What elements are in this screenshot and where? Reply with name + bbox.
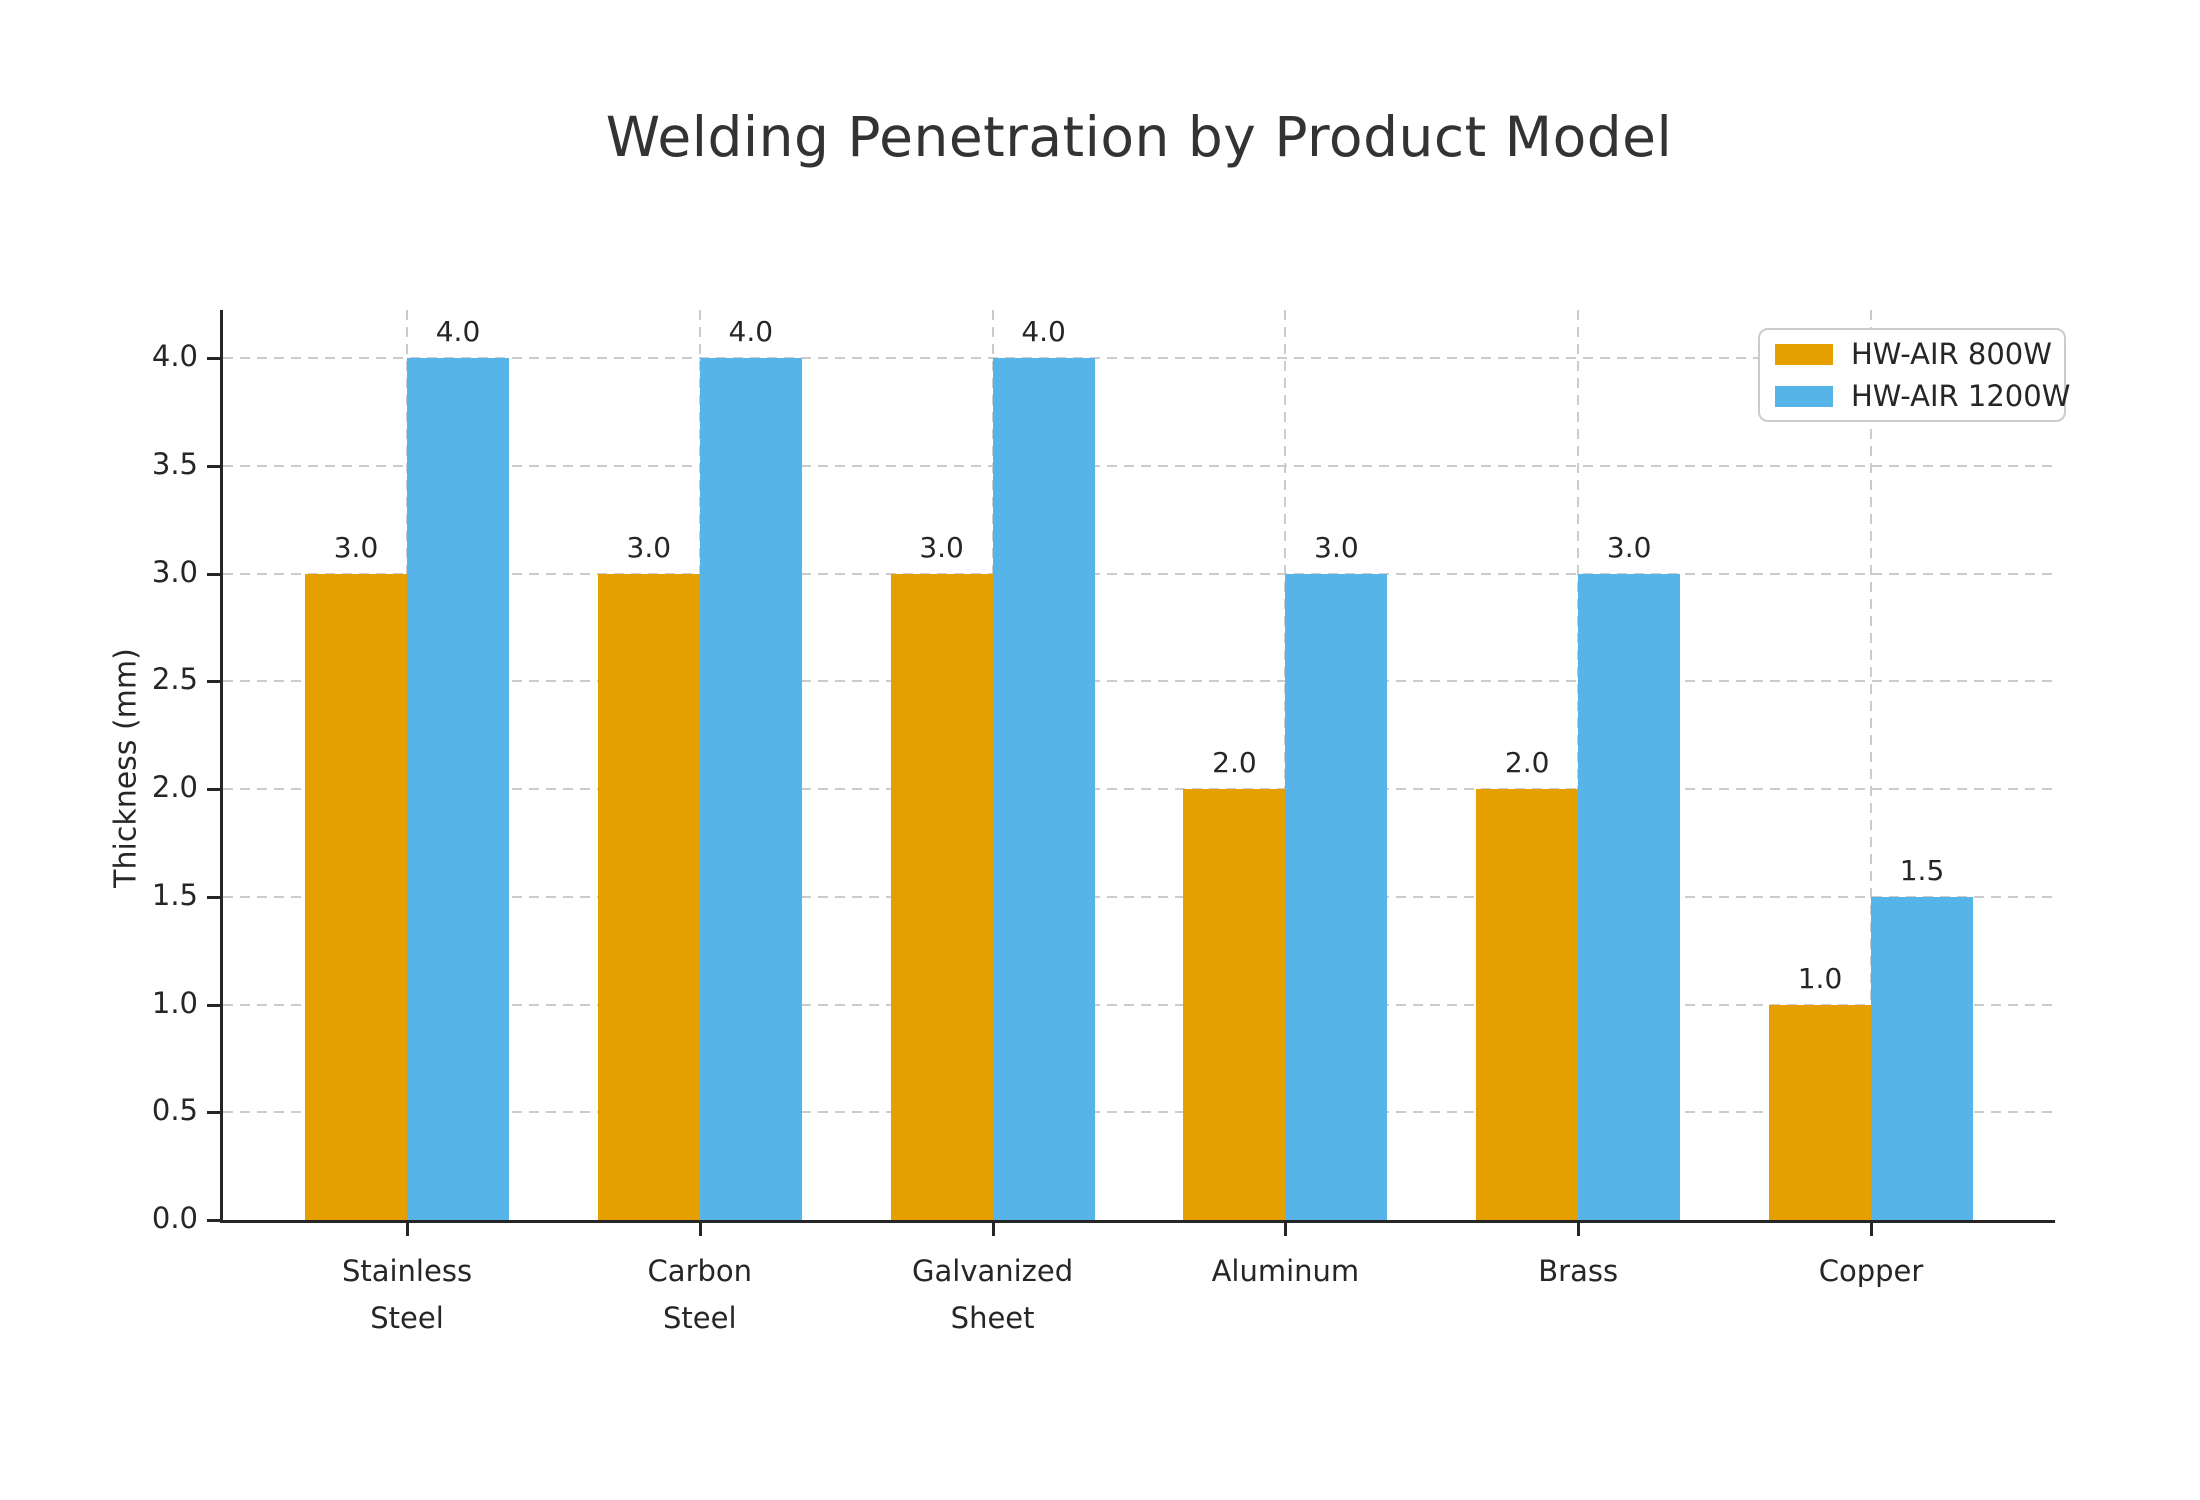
- gridline-horizontal: [223, 572, 2055, 575]
- y-tick-mark: [207, 1219, 220, 1222]
- y-tick-mark: [207, 572, 220, 576]
- bar-value-label: 3.0: [919, 530, 964, 564]
- legend: HW-AIR 800W HW-AIR 1200W: [1758, 328, 2070, 422]
- bar-hw-air-800w: [1183, 789, 1286, 1220]
- bar-value-label: 3.0: [333, 530, 379, 564]
- bar-hw-air-800w: [305, 573, 407, 1220]
- y-tick-label: 0.0: [151, 1201, 198, 1235]
- chart-title: Welding Penetration by Product Model: [605, 105, 1673, 169]
- bar-hw-air-1200w: [1578, 573, 1681, 1220]
- y-tick-mark: [207, 895, 220, 899]
- bar-hw-air-800w: [890, 573, 993, 1220]
- legend-label-series-2: HW-AIR 1200W: [1851, 379, 2071, 413]
- bar-hw-air-1200w: [699, 358, 802, 1220]
- bar-hw-air-1200w: [407, 358, 509, 1220]
- gridline-horizontal: [223, 788, 2055, 790]
- y-tick-label: 2.5: [151, 662, 198, 697]
- x-tick-mark: [1870, 1223, 1873, 1236]
- y-tick-label: 3.0: [151, 554, 198, 589]
- y-tick-mark: [207, 680, 220, 684]
- y-tick-label: 4.0: [151, 339, 198, 373]
- y-tick-mark: [207, 464, 220, 468]
- bar-value-label: 1.5: [1899, 853, 1945, 887]
- y-tick-label: 2.0: [151, 770, 198, 804]
- bar-hw-air-800w: [597, 573, 700, 1220]
- gridline-horizontal: [223, 1003, 2055, 1006]
- bar-value-label: 3.0: [1606, 530, 1652, 564]
- y-tick-label: 3.5: [151, 446, 198, 481]
- legend-swatch-series-2: [1775, 385, 1833, 407]
- gridline-horizontal: [223, 357, 2055, 359]
- gridline-horizontal: [223, 464, 2055, 467]
- gridline-horizontal: [223, 680, 2055, 683]
- y-tick-mark: [207, 1111, 220, 1115]
- bar-value-label: 4.0: [435, 315, 481, 348]
- y-tick-mark: [207, 357, 220, 360]
- bar-hw-air-1200w: [992, 358, 1095, 1220]
- x-tick-mark: [1284, 1223, 1288, 1236]
- x-tick-mark: [991, 1223, 995, 1236]
- x-tick-label: Carbon Steel: [647, 1254, 753, 1335]
- y-tick-label: 1.5: [151, 877, 198, 912]
- y-tick-mark: [207, 1003, 220, 1007]
- x-tick-label: Stainless Steel: [341, 1254, 473, 1335]
- bar-value-label: 2.0: [1212, 746, 1257, 779]
- x-tick-label: Copper: [1818, 1254, 1924, 1288]
- x-tick-label: Aluminum: [1211, 1254, 1360, 1288]
- x-tick-label: Galvanized Sheet: [912, 1254, 1074, 1335]
- bar-value-label: 4.0: [728, 315, 774, 348]
- legend-label-series-1: HW-AIR 800W: [1851, 337, 2052, 371]
- gridline-horizontal: [223, 1111, 2055, 1114]
- gridline-horizontal: [223, 895, 2055, 898]
- x-tick-mark: [406, 1223, 409, 1236]
- x-axis-spine: [220, 1220, 2055, 1223]
- bar-hw-air-800w: [1476, 789, 1579, 1220]
- bar-value-label: 4.0: [1021, 315, 1066, 348]
- x-tick-label: Brass: [1538, 1254, 1619, 1288]
- gridline-vertical: [1870, 310, 1872, 1220]
- y-axis-spine: [220, 310, 223, 1223]
- bar-value-label: 2.0: [1504, 746, 1550, 779]
- legend-item: HW-AIR 800W: [1775, 337, 2064, 371]
- plot-area: 3.0 3.0 3.0 2.0 2.0 1.0 4.0 4.0 4.0 3.0 3.0 1.5: [223, 310, 2055, 1220]
- bar-hw-air-800w: [1769, 1004, 1871, 1220]
- x-tick-mark: [1577, 1223, 1581, 1236]
- y-tick-label: 0.5: [151, 1093, 198, 1128]
- bar-hw-air-1200w: [1871, 896, 1973, 1220]
- x-tick-mark: [698, 1223, 702, 1236]
- y-tick-label: 1.0: [151, 985, 198, 1020]
- legend-swatch-series-1: [1775, 343, 1833, 365]
- bar-value-label: 3.0: [1314, 530, 1359, 564]
- bar-value-label: 1.0: [1797, 961, 1843, 995]
- y-tick-mark: [207, 788, 220, 791]
- bar-value-label: 3.0: [626, 530, 672, 564]
- legend-item: HW-AIR 1200W: [1775, 379, 2070, 413]
- bar-hw-air-1200w: [1285, 573, 1388, 1220]
